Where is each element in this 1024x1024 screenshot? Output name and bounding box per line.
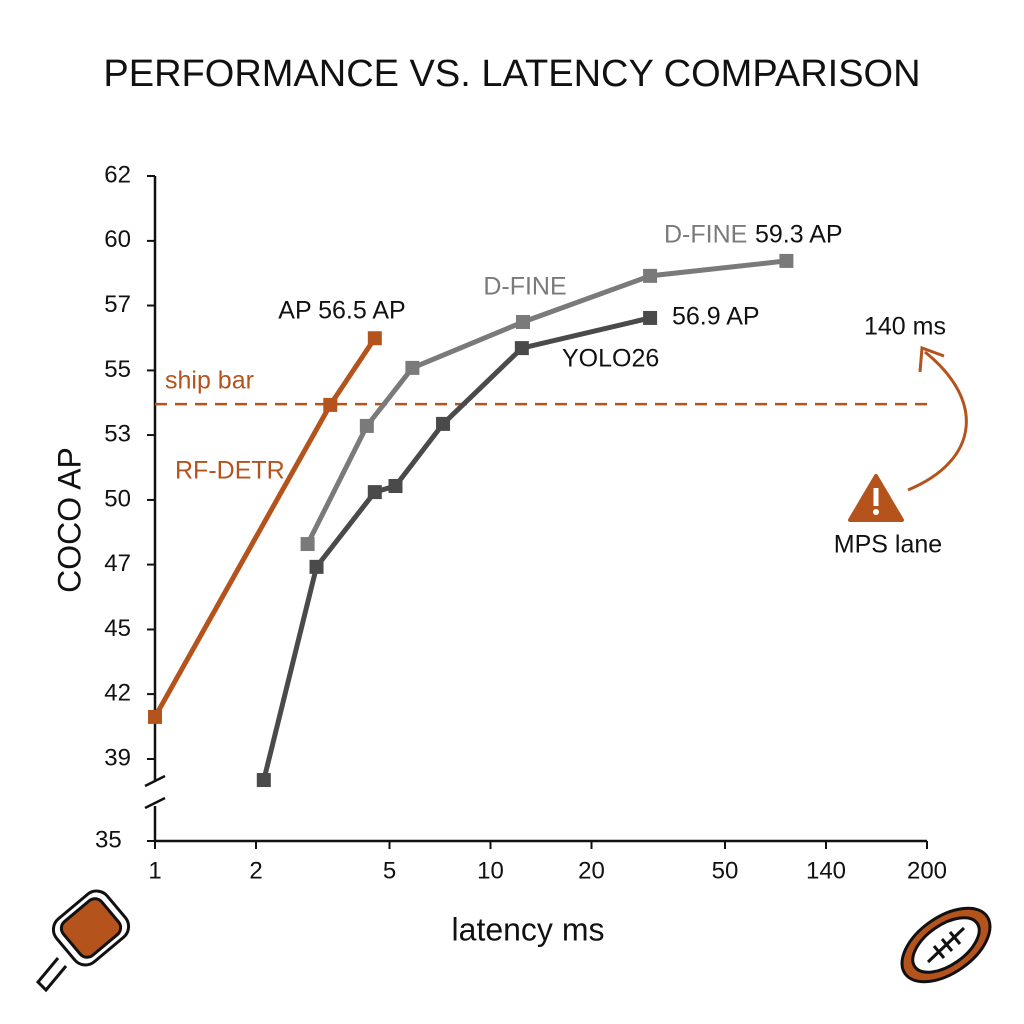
annotation: 56.9 AP: [672, 303, 760, 331]
point: [359, 418, 374, 433]
arrow: [907, 350, 968, 492]
chart-title: PERFORMANCE VS. LATENCY COMPARISON: [103, 53, 920, 95]
x-tick-label: 5: [383, 857, 396, 884]
annotation: AP 56.5 AP: [278, 297, 405, 325]
point: [643, 310, 658, 325]
series-label: D-FINE: [664, 221, 747, 249]
y-tick-label: 42: [104, 679, 131, 706]
series-label: YOLO26: [562, 345, 659, 373]
x-axis-label: latency ms: [452, 911, 605, 947]
point: [367, 331, 382, 346]
point: [779, 253, 794, 268]
y-tick-label: 39: [104, 744, 131, 771]
point: [367, 485, 382, 500]
point: [300, 537, 315, 552]
point: [323, 397, 338, 412]
point: [516, 315, 531, 330]
point: [256, 773, 271, 788]
y-tick-label: 53: [104, 420, 131, 447]
point: [405, 360, 420, 375]
point: [643, 268, 658, 283]
y-tick-label: 45: [104, 615, 131, 642]
annotation: 140 ms: [864, 313, 946, 341]
series-line: [152, 336, 377, 719]
x-tick-label: 200: [907, 857, 947, 884]
axes: [144, 176, 927, 843]
x-tick-label: 10: [477, 857, 504, 884]
warning-icon: [848, 474, 904, 522]
point: [514, 341, 529, 356]
x-tick-label: 20: [578, 857, 605, 884]
paddle-icon: [35, 889, 131, 993]
x-tick-label: 2: [249, 857, 262, 884]
point: [388, 479, 403, 494]
x-tick-label: 1: [148, 857, 161, 884]
y-tick-label: 35: [95, 826, 122, 853]
y-tick-label: 47: [104, 550, 131, 577]
point: [436, 416, 451, 431]
y-tick-label: 62: [104, 161, 131, 188]
series-label: RF-DETR: [175, 457, 285, 485]
y-axis-label: COCO AP: [51, 447, 87, 593]
y-tick-label: 60: [104, 226, 131, 253]
x-tick-label: 50: [712, 857, 739, 884]
series-label: D-FINE: [483, 273, 566, 301]
y-tick-label: 57: [104, 291, 131, 318]
annotation: 59.3 AP: [755, 221, 843, 249]
football-icon: [900, 906, 992, 984]
annotation: MPS lane: [834, 531, 942, 559]
series-line: [305, 258, 787, 546]
series-line: [261, 315, 651, 781]
point: [309, 559, 324, 574]
y-tick-label: 50: [104, 485, 131, 512]
x-tick-label: 140: [806, 857, 846, 884]
reference-label: ship bar: [165, 367, 254, 395]
y-tick-label: 55: [104, 356, 131, 383]
point: [148, 709, 162, 724]
arrow-head: [918, 345, 945, 373]
